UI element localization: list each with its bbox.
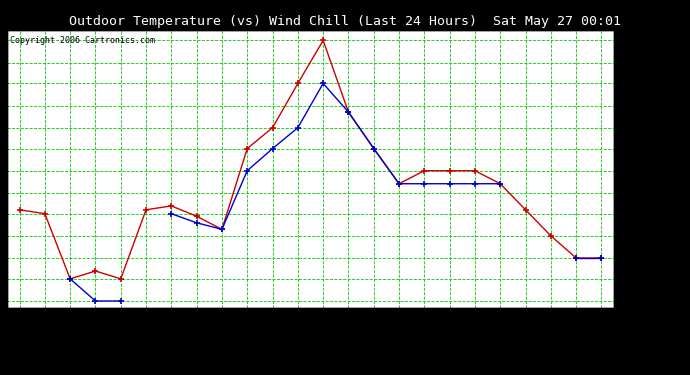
Text: Outdoor Temperature (vs) Wind Chill (Last 24 Hours)  Sat May 27 00:01: Outdoor Temperature (vs) Wind Chill (Las… xyxy=(69,15,621,28)
Text: Copyright 2006 Cartronics.com: Copyright 2006 Cartronics.com xyxy=(10,36,155,45)
